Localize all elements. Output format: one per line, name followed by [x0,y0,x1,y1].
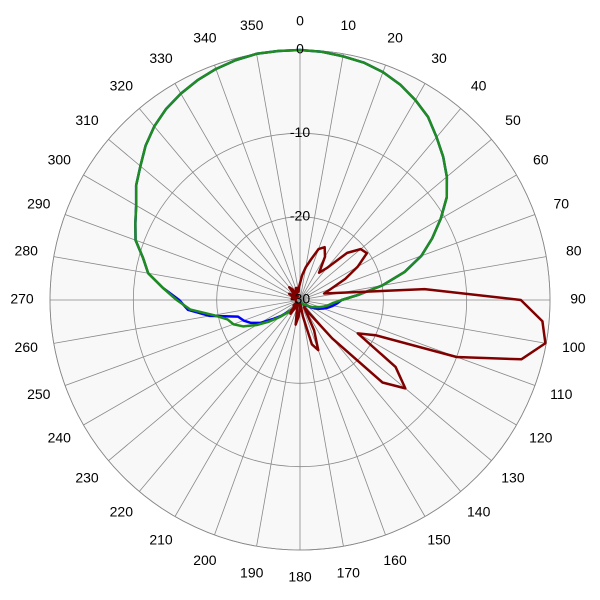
spoke [214,299,301,536]
angle-label: 250 [27,386,51,402]
spoke [299,299,426,517]
angle-label: 300 [48,152,72,168]
angle-label: 210 [149,531,173,547]
angle-label: 70 [553,196,569,212]
spoke [299,174,517,301]
spoke [83,174,301,301]
spoke [108,299,301,462]
angle-label: 330 [149,50,173,66]
radial-label: -10 [290,124,310,140]
angle-label: 220 [110,504,134,520]
spoke [299,214,536,301]
spoke [299,299,386,536]
spoke [299,83,426,301]
angle-label: 240 [48,430,72,446]
angle-label: 280 [15,242,39,258]
angle-label: 310 [75,112,99,128]
angle-label: 260 [15,339,39,355]
angle-label: 150 [427,531,451,547]
radial-label: 0 [296,41,304,57]
angle-label: 190 [240,564,264,580]
angle-label: 130 [501,469,525,485]
angle-label: 30 [431,50,447,66]
spoke [299,53,344,301]
spoke [299,64,386,301]
spoke [64,214,301,301]
angle-label: 140 [467,504,491,520]
spoke [299,299,547,344]
spoke [214,64,301,301]
angle-label: 0 [296,13,304,29]
ring [216,216,384,384]
radial-label: -30 [290,291,310,307]
angle-label: 230 [75,469,99,485]
radial-label: -20 [290,207,310,223]
angle-label: 40 [471,78,487,94]
angle-label: 60 [533,152,549,168]
angle-label: 160 [383,552,407,568]
spoke [174,299,301,517]
angle-label: 290 [27,196,51,212]
angle-label: 350 [240,17,264,33]
angle-label: 320 [110,78,134,94]
angle-label: 100 [562,339,586,355]
angle-label: 170 [337,564,361,580]
spoke [64,299,301,386]
angle-label: 50 [505,112,521,128]
spoke [53,299,301,344]
angle-label: 200 [193,552,217,568]
angle-label: 90 [570,291,586,307]
spoke [299,299,517,426]
angle-label: 180 [288,569,312,585]
angle-label: 110 [550,386,573,402]
spoke [256,53,301,301]
spoke [256,299,301,547]
spoke [299,138,492,301]
spoke [138,299,301,492]
angle-label: 80 [566,242,582,258]
series-line [287,245,547,390]
angle-label: 10 [340,17,356,33]
spoke [174,83,301,301]
spoke [299,299,536,386]
angle-label: 120 [529,430,553,446]
spoke [53,256,301,301]
spoke [299,299,492,462]
angle-label: 270 [10,291,34,307]
angle-label: 340 [193,29,217,45]
angle-label: 20 [387,29,403,45]
spoke [138,108,301,301]
spoke [299,299,344,547]
ring [132,132,468,468]
